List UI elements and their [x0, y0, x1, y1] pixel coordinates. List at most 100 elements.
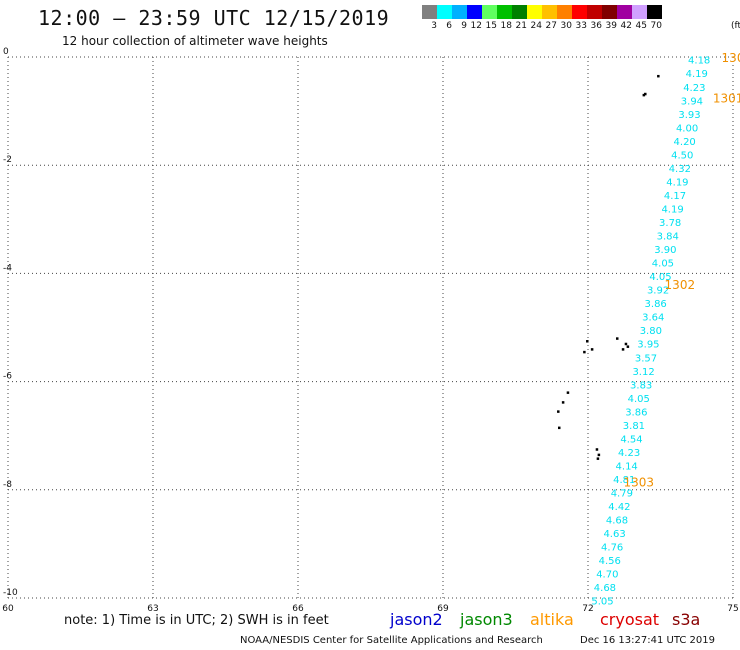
color-scale-unit: (ft)	[731, 21, 740, 31]
time-label: 130	[722, 51, 740, 65]
wave-height-label: 4.54	[620, 434, 642, 445]
wave-height-label: 4.32	[669, 164, 691, 175]
color-scale-tick-label: 33	[575, 21, 587, 31]
color-scale-tick-label: 70	[650, 21, 662, 31]
land-speck	[557, 410, 560, 413]
wave-height-label: 5.05	[591, 597, 613, 608]
color-swatch	[632, 5, 647, 19]
wave-height-label: 4.70	[596, 570, 618, 581]
x-tick-label: 69	[437, 604, 449, 614]
color-swatch	[587, 5, 602, 19]
map-subtitle: 12 hour collection of altimeter wave hei…	[62, 34, 328, 48]
generated-timestamp: Dec 16 13:27:41 UTC 2019	[580, 635, 715, 646]
y-tick-label: -6	[3, 372, 12, 382]
land-speck	[616, 337, 619, 340]
x-tick-label: 66	[292, 604, 304, 614]
y-tick-label: 0	[3, 47, 9, 57]
color-swatch	[557, 5, 572, 19]
legend-item-s3a: s3a	[672, 610, 701, 629]
land-speck	[595, 448, 599, 451]
color-scale-tick-label: 3	[431, 21, 437, 31]
color-scale-tick-label: 42	[620, 21, 632, 31]
wave-height-label: 4.23	[683, 83, 705, 94]
wave-height-label: 4.19	[661, 204, 683, 215]
legend-item-cryosat: cryosat	[600, 610, 660, 629]
wave-height-label: 4.68	[594, 583, 616, 594]
legend-item-altika: altika	[530, 610, 574, 629]
land-speck	[621, 348, 625, 351]
color-scale-labels: 3 6 9 12 15 18 21 24 27 30 33 36 39 42 45 70	[422, 21, 662, 31]
wave-height-label: 4.50	[671, 150, 693, 161]
map-title: 12:00 – 23:59 UTC 12/15/2019	[38, 6, 390, 30]
land-speck	[657, 74, 660, 78]
wave-height-label: 4.05	[649, 272, 671, 283]
wave-height-label: 4.17	[664, 191, 686, 202]
y-tick-label: -2	[3, 155, 12, 165]
land-speck	[561, 401, 565, 404]
land-speck	[586, 340, 589, 343]
color-scale-tick-label: 24	[530, 21, 542, 31]
color-swatch	[602, 5, 617, 19]
time-label: 1302	[665, 278, 696, 292]
wave-height-label: 4.18	[688, 56, 710, 67]
wave-height-label: 3.94	[681, 96, 703, 107]
color-swatch	[617, 5, 632, 19]
y-tick-label: -8	[3, 480, 12, 490]
color-scale-tick-label: 30	[560, 21, 572, 31]
legend-item-jason2: jason2	[390, 610, 443, 629]
land-speck	[558, 426, 561, 430]
wave-height-label: 4.79	[611, 489, 633, 500]
color-scale-tick-label: 27	[545, 21, 557, 31]
wave-height-label: 4.19	[686, 69, 708, 80]
wave-height-label: 4.19	[666, 177, 688, 188]
wave-height-label: 3.92	[647, 286, 669, 297]
color-swatch	[497, 5, 512, 19]
wave-height-label: 3.95	[637, 340, 659, 351]
x-tick-label: 72	[582, 604, 593, 614]
wave-height-label: 3.93	[678, 110, 700, 121]
color-swatch	[482, 5, 497, 19]
wave-height-label: 3.84	[657, 232, 679, 243]
color-scale-tick-label: 21	[515, 21, 527, 31]
land-speck	[624, 342, 628, 346]
wave-height-label: 3.80	[640, 326, 662, 337]
wave-height-label: 3.57	[635, 353, 657, 364]
wave-height-label: 4.05	[628, 394, 650, 405]
wave-height-label: 4.81	[613, 475, 635, 486]
land-speck	[644, 92, 647, 96]
wave-height-label: 4.20	[674, 137, 696, 148]
land-speck	[642, 93, 646, 97]
wave-height-label: 4.42	[608, 502, 630, 513]
land-speck	[597, 453, 601, 457]
color-scale-tick-label: 9	[461, 21, 467, 31]
x-tick-label: 75	[727, 604, 738, 614]
wave-height-label: 4.68	[606, 516, 628, 527]
color-swatch	[467, 5, 482, 19]
legend-item-jason3: jason3	[460, 610, 513, 629]
color-scale-tick-label: 39	[605, 21, 617, 31]
wave-height-label: 3.83	[630, 380, 652, 391]
color-scale-tick-label: 45	[635, 21, 647, 31]
land-speck	[590, 348, 594, 351]
wave-height-label: 3.86	[645, 299, 667, 310]
color-scale-tick-label: 12	[470, 21, 482, 31]
wave-height-label: 4.05	[652, 259, 674, 270]
wave-height-label: 3.86	[625, 407, 647, 418]
color-swatch	[572, 5, 587, 19]
color-swatch	[452, 5, 467, 19]
footer-note: note: 1) Time is in UTC; 2) SWH is in fe…	[64, 613, 329, 628]
color-swatch	[512, 5, 527, 19]
wave-height-label: 3.81	[623, 421, 645, 432]
color-scale-tick-label: 18	[500, 21, 512, 31]
x-tick-label: 63	[147, 604, 158, 614]
wave-height-label: 4.56	[599, 556, 621, 567]
color-scale-tick-label: 36	[590, 21, 602, 31]
time-label: 1301	[713, 92, 740, 106]
wave-height-label: 4.00	[676, 123, 698, 134]
color-swatch	[437, 5, 452, 19]
land-speck	[566, 391, 570, 394]
color-swatch	[422, 5, 437, 19]
wave-height-label: 3.64	[642, 313, 664, 324]
land-speck	[596, 457, 600, 460]
